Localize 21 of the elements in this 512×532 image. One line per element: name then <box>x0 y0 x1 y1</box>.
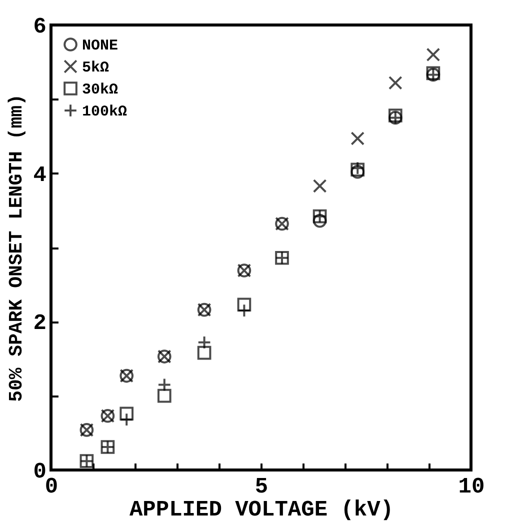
point <box>120 406 134 421</box>
y-axis-title: 50% SPARK ONSET LENGTH (mm) <box>5 94 28 402</box>
legend-label: 100kΩ <box>82 104 128 120</box>
point <box>197 346 212 360</box>
y-tick-label: 2 <box>33 311 46 336</box>
x-tick-label: 5 <box>254 474 268 500</box>
y-tick-label: 4 <box>33 162 46 188</box>
point <box>388 76 402 90</box>
legend-label: 30kΩ <box>82 82 118 98</box>
legend-label: 5kΩ <box>82 60 110 76</box>
x-axis-title: APPLIED VOLTAGE (kV) <box>129 498 394 522</box>
point <box>157 388 172 403</box>
x-tick-label: 10 <box>458 474 485 500</box>
y-tick-label: 6 <box>33 14 46 40</box>
point <box>237 298 252 312</box>
point <box>350 132 365 146</box>
legend-label: NONE <box>82 38 118 54</box>
point <box>312 179 327 193</box>
point <box>426 48 440 62</box>
point <box>388 108 402 122</box>
point <box>312 214 327 228</box>
